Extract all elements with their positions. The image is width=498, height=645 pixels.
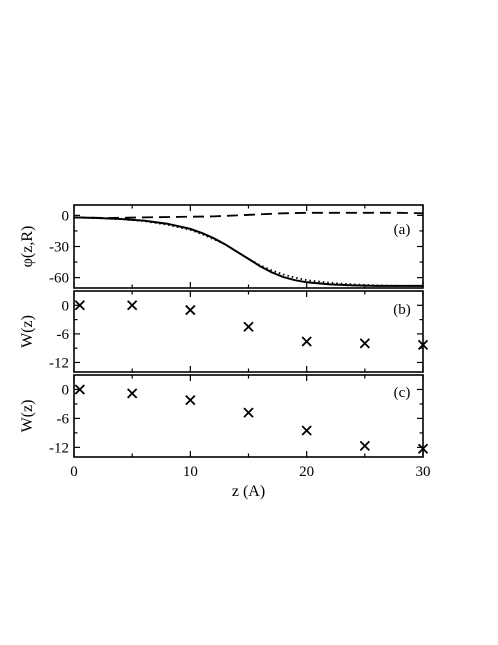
- data-point-x-marker: [417, 443, 429, 454]
- y-tick-label: -6: [57, 327, 70, 343]
- x-axis-title: z (A): [232, 483, 265, 500]
- data-point-x-marker: [301, 336, 312, 347]
- data-point-x-marker: [74, 384, 85, 395]
- y-axis-title: W(z): [19, 315, 36, 348]
- data-point-x-marker: [243, 321, 254, 332]
- panel-label: (b): [393, 302, 411, 318]
- data-point-x-marker: [185, 304, 196, 316]
- series-line-dotted: [73, 216, 423, 287]
- x-tick-label: 20: [299, 464, 314, 480]
- series-line-dashed: [73, 211, 424, 219]
- panel-c: 0 10 20 30 0 -6 -12 W(z) (c) z (A): [19, 374, 431, 500]
- plot-frame: [73, 374, 424, 458]
- y-tick-label: 0: [62, 298, 70, 314]
- y-axis-title: W(z): [19, 400, 36, 433]
- data-point-x-marker: [127, 388, 138, 399]
- panel-a: 0 -30 -60 φ(z,R) (a): [19, 204, 424, 289]
- plot-frame: [73, 290, 424, 373]
- x-tick-label: 30: [416, 464, 431, 480]
- y-tick-label: -12: [49, 440, 69, 456]
- x-tick-label: 10: [183, 464, 198, 480]
- x-tick-label: 0: [70, 464, 78, 480]
- data-point-x-marker: [243, 407, 254, 418]
- series-line-solid: [73, 216, 423, 287]
- data-point-x-marker: [74, 300, 85, 311]
- data-point-x-marker: [359, 338, 370, 349]
- data-point-x-marker: [301, 425, 312, 436]
- y-tick-label: -60: [49, 271, 69, 287]
- panel-b: 0 -6 -12 W(z) (b): [19, 290, 429, 373]
- panel-label: (c): [394, 385, 411, 401]
- y-tick-label: 0: [62, 382, 70, 398]
- y-tick-label: -30: [49, 240, 69, 256]
- y-tick-label: -12: [49, 355, 69, 371]
- panel-label: (a): [394, 222, 411, 238]
- data-point-x-marker: [417, 339, 429, 350]
- y-tick-label: 0: [62, 208, 70, 224]
- data-point-x-marker: [127, 300, 138, 311]
- data-point-x-marker: [185, 394, 196, 406]
- data-point-x-marker: [359, 440, 370, 452]
- y-axis-title: φ(z,R): [19, 226, 36, 268]
- y-tick-label: -6: [57, 411, 70, 427]
